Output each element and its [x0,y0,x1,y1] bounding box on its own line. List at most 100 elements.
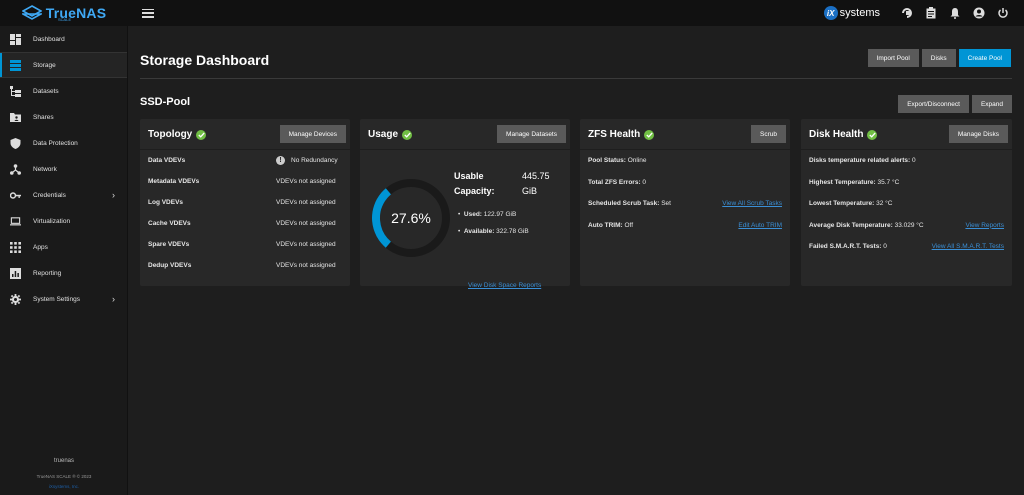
truecommand-icon[interactable] [900,6,914,20]
zfs-row-value: Off [624,221,634,229]
sidebar-item-label: Shares [33,113,54,121]
zfs-row-label: Auto TRIM: [588,221,623,229]
topology-row-label: Data VDEVs [148,157,186,164]
sidebar-item-system-settings[interactable]: System Settings › [0,286,127,312]
apps-icon [10,241,21,253]
sidebar-item-label: Storage [33,61,56,69]
zfs-health-title: ZFS Health [588,129,641,140]
datasets-icon [10,85,21,97]
ix-mark: iX [823,6,838,20]
account-icon[interactable] [972,6,986,20]
zfs-row-value: 0 [642,178,647,186]
gear-icon [10,293,21,305]
create-pool-button[interactable]: Create Pool [958,49,1011,67]
used-label: Used: [463,211,482,218]
topology-row-label: Spare VDEVs [148,241,190,248]
manage-datasets-button[interactable]: Manage Datasets [497,125,566,143]
view-all-scrub-tasks-link[interactable]: View All Scrub Tasks [722,200,782,207]
sidebar-item-datasets[interactable]: Datasets [0,78,127,104]
sidebar-item-label: Virtualization [33,217,71,225]
export-disconnect-button[interactable]: Export/Disconnect [898,95,969,113]
disk-row-value: 35.7 °C [877,178,900,186]
capacity-unit: GiB [522,186,538,196]
expand-button[interactable]: Expand [971,95,1012,113]
view-disk-space-reports-link[interactable]: View Disk Space Reports [468,282,542,289]
dashboard-icon [10,33,21,45]
brand-logo-area[interactable]: TrueNAS SCALE [0,0,128,26]
usage-gauge [372,179,450,257]
menu-toggle-button[interactable] [142,8,154,18]
capacity-label: Capacity: [454,186,495,196]
disk-row-value: 32 °C [876,200,893,207]
sidebar-item-data-protection[interactable]: Data Protection [0,130,127,156]
ixsystems-logo[interactable]: iX systems [823,6,880,20]
topology-row: Data VDEVs! No Redundancy [148,156,342,165]
disk-row-label: Highest Temperature: [809,178,876,186]
available-label: Available: [463,228,495,235]
sidebar-item-credentials[interactable]: Credentials › [0,182,127,208]
sidebar-nav: Dashboard Storage Datasets Shares Data Prote… [0,26,127,312]
disk-row-value: 33.029 °C [894,221,924,229]
sidebar-item-label: Network [33,165,57,173]
zfs-row-value: Online [627,157,647,164]
topology-row-value: VDEVs not assigned [276,241,336,248]
topology-row-value: VDEVs not assigned [276,262,336,269]
manage-disks-button[interactable]: Manage Disks [948,125,1008,143]
topology-row-label: Log VDEVs [148,199,184,206]
topology-row: Metadata VDEVs VDEVs not assigned [148,178,342,185]
power-icon[interactable] [996,6,1010,20]
edit-auto-trim-link[interactable]: Edit Auto TRIM [738,221,782,229]
sidebar-item-dashboard[interactable]: Dashboard [0,26,127,52]
disk-row: Failed S.M.A.R.T. Tests: 0 View All S.M.A… [809,243,1004,250]
import-pool-button[interactable]: Import Pool [867,49,919,67]
sidebar-item-label: System Settings [33,295,80,303]
chart-icon [10,267,21,279]
zfs-row: Pool Status: Online [588,157,782,164]
shares-icon [10,112,21,123]
jobs-clipboard-icon[interactable] [924,6,938,20]
brand-name: TrueNAS [45,5,107,21]
disk-row-label: Lowest Temperature: [809,200,875,207]
view-all-s-m-a-r-t-tests-link[interactable]: View All S.M.A.R.T. Tests [931,243,1004,250]
info-icon: ! [276,156,285,165]
scrub-button[interactable]: Scrub [751,125,786,143]
sidebar-item-network[interactable]: Network [0,156,127,182]
zfs-row: Auto TRIM: Off Edit Auto TRIM [588,222,782,229]
gauge-fill [372,179,450,257]
company-link[interactable]: iXsystems, Inc. [48,484,80,489]
notifications-bell-icon[interactable] [948,6,962,20]
brand-subtitle: SCALE [58,17,72,22]
disk-row-value: 0 [883,243,887,250]
usage-percent: 27.6% [391,210,431,226]
manage-devices-button[interactable]: Manage Devices [279,125,346,143]
sidebar-item-apps[interactable]: Apps [0,234,127,260]
zfs-health-card: ZFS Health Scrub Pool Status: Online Tota… [580,119,790,286]
page-title: Storage Dashboard [140,52,270,68]
disk-row-label: Average Disk Temperature: [809,221,893,229]
topology-row-label: Dedup VDEVs [148,262,192,269]
disk-row-value: 0 [911,157,916,164]
sidebar-item-reporting[interactable]: Reporting [0,260,127,286]
sidebar-item-label: Reporting [33,269,62,277]
available-row: • Available: 322.78 GiB [458,228,529,235]
topology-row: Cache VDEVs VDEVs not assigned [148,220,342,227]
topology-row-value: VDEVs not assigned [276,199,336,206]
disk-row-label: Disks temperature related alerts: [809,157,911,164]
check-circle-icon [867,129,878,140]
topology-title: Topology [148,129,193,140]
sidebar-item-virtualization[interactable]: Virtualization [0,208,127,234]
key-icon [10,190,21,201]
view-reports-link[interactable]: View Reports [965,221,1004,229]
sidebar-item-label: Datasets [33,87,59,95]
sidebar-item-storage[interactable]: Storage [0,52,127,78]
sidebar-item-shares[interactable]: Shares [0,104,127,130]
topology-row-label: Metadata VDEVs [148,178,200,185]
network-icon [10,163,21,175]
usable-label: Usable [454,171,484,181]
truenas-logo-icon [21,5,42,20]
zfs-row-label: Scheduled Scrub Task: [588,200,660,207]
disks-button[interactable]: Disks [921,49,956,67]
hostname: truenas [53,458,74,464]
zfs-row-label: Total ZFS Errors: [588,178,641,186]
